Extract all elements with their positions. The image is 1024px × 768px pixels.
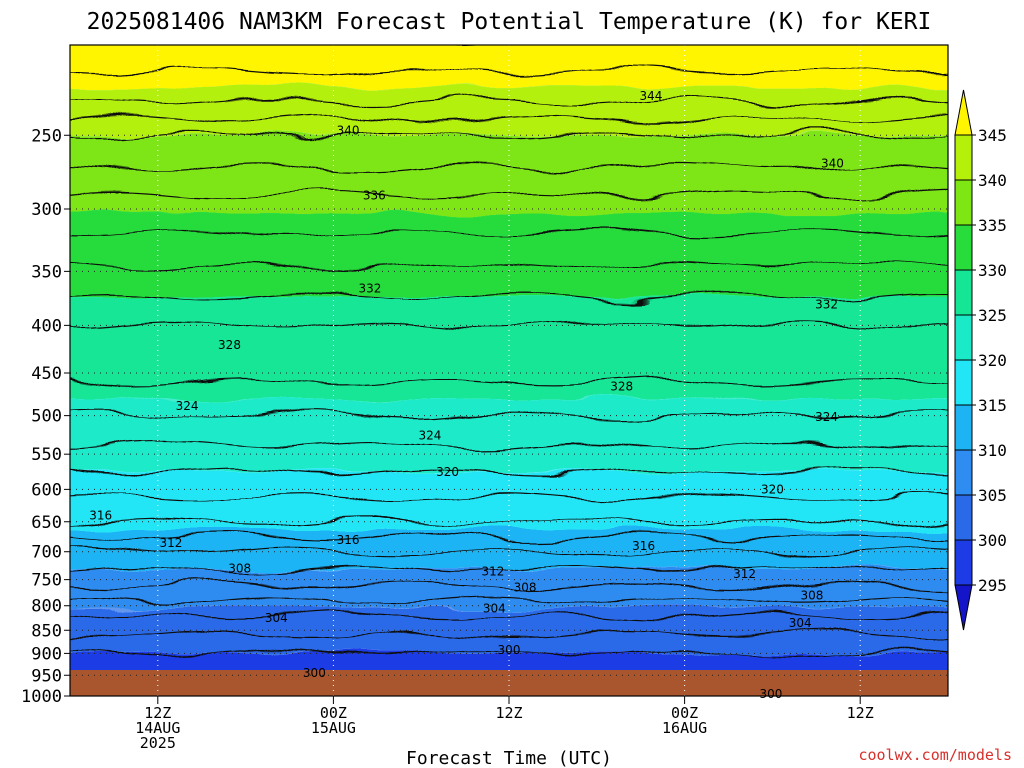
contour-label: 308 [228, 562, 251, 576]
y-tick-label: 600 [31, 480, 62, 500]
x-tick-label: 12Z [495, 704, 522, 722]
colorbar-tick-label: 325 [978, 306, 1007, 325]
contour-label: 340 [821, 156, 844, 170]
colorbar-tick-label: 310 [978, 441, 1007, 460]
contour-label: 336 [363, 188, 386, 202]
colorbar-tick-label: 300 [978, 531, 1007, 550]
contour-label: 320 [761, 482, 784, 496]
contour-label: 332 [359, 281, 382, 295]
contour-label: 316 [337, 533, 360, 547]
chart-title: 2025081406 NAM3KM Forecast Potential Tem… [87, 9, 932, 35]
colorbar-tick-label: 335 [978, 216, 1007, 235]
contour-label: 316 [632, 539, 655, 553]
contour-label: 320 [436, 465, 459, 479]
contour-label: 300 [303, 666, 326, 680]
contour-label: 340 [337, 123, 360, 137]
contour-label: 300 [759, 687, 782, 701]
y-tick-label: 350 [31, 262, 62, 282]
y-tick-label: 750 [31, 571, 62, 591]
x-tick-label: 2025 [140, 734, 176, 752]
contour-label: 304 [789, 616, 812, 630]
x-tick-label: 00Z [320, 704, 347, 722]
colorbar-extend-min [954, 584, 973, 631]
contour-label: 300 [498, 643, 521, 657]
x-tick-label: 12Z [847, 704, 874, 722]
colorbar-swatch [954, 179, 973, 226]
y-tick-label: 900 [31, 644, 62, 664]
colorbar-swatch [954, 134, 973, 181]
contour-label: 324 [176, 399, 199, 413]
colorbar-swatch [954, 539, 973, 586]
y-tick-label: 400 [31, 316, 62, 336]
y-tick-label: 250 [31, 126, 62, 146]
contour-label: 344 [639, 89, 662, 103]
contour-label: 324 [815, 410, 838, 424]
colorbar-swatch [954, 224, 973, 271]
contour-label: 304 [265, 611, 288, 625]
credit-text: coolwx.com/models [858, 746, 1012, 764]
colorbar-tick-label: 305 [978, 486, 1007, 505]
contour-lines [70, 67, 948, 658]
y-tick-label: 450 [31, 364, 62, 384]
colorbar-swatch [954, 404, 973, 451]
contour-label: 304 [483, 601, 506, 615]
colorbar-tick-label: 295 [978, 576, 1007, 595]
colorbar-swatch [954, 314, 973, 361]
x-tick-label: 12Z [144, 704, 171, 722]
colorbar-tick-label: 345 [978, 126, 1007, 145]
grid-lines [70, 45, 948, 697]
colorbar-swatch [954, 494, 973, 541]
colorbar-tick-label: 340 [978, 171, 1007, 190]
y-tick-label: 550 [31, 445, 62, 465]
contour-label: 328 [610, 379, 633, 393]
y-axis: 250 300 350 400 450 500 550 600 650 700 750 800 850 9… [21, 126, 70, 707]
contour-label: 312 [481, 564, 504, 578]
contour-label: 328 [218, 338, 241, 352]
y-tick-label: 500 [31, 407, 62, 427]
y-tick-label: 700 [31, 543, 62, 563]
colorbar-tick-label: 315 [978, 396, 1007, 415]
contour-label: 332 [815, 298, 838, 312]
contour-label: 308 [800, 589, 823, 603]
plot-area: 344 340 340 336 332 332 328 328 324 324 324 320 320 3… [69, 44, 949, 701]
colorbar-swatch [954, 269, 973, 316]
y-tick-label: 850 [31, 621, 62, 641]
contour-label: 316 [89, 508, 112, 522]
y-tick-label: 800 [31, 597, 62, 617]
x-tick-label: 16AUG [662, 719, 707, 737]
y-tick-label: 300 [31, 200, 62, 220]
colorbar-swatch [954, 449, 973, 496]
colorbar: 295 300 305 310 315 320 325 330 335 340 345 [954, 89, 1007, 631]
x-tick-label: 00Z [671, 704, 698, 722]
contour-label: 324 [419, 428, 442, 442]
contour-label: 312 [160, 536, 183, 550]
y-tick-label: 1000 [21, 687, 62, 707]
colorbar-extend-max [954, 89, 973, 136]
contour-labels: 344 340 340 336 332 332 328 328 324 324 324 320 320 3… [89, 89, 844, 701]
ground-surface [70, 670, 948, 696]
colorbar-tick-label: 330 [978, 261, 1007, 280]
x-axis-label: Forecast Time (UTC) [406, 748, 612, 768]
y-tick-label: 950 [31, 666, 62, 686]
x-tick-label: 14AUG [135, 719, 180, 737]
x-tick-label: 15AUG [311, 719, 356, 737]
contour-label: 308 [514, 581, 537, 595]
colorbar-swatch [954, 359, 973, 406]
contour-label: 312 [733, 567, 756, 581]
y-tick-label: 650 [31, 513, 62, 533]
colorbar-tick-label: 320 [978, 351, 1007, 370]
